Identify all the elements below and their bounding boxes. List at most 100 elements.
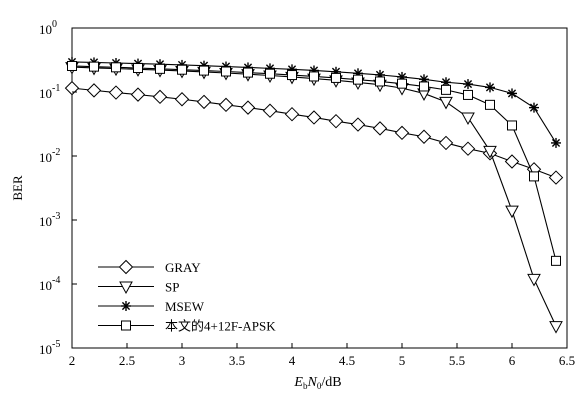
data-point-square [507, 120, 517, 131]
y-tick-label: 100 [39, 19, 57, 37]
data-point-diamond [130, 87, 146, 102]
legend-item: SP [98, 280, 179, 295]
data-point-diamond [328, 113, 344, 129]
data-point-diamond [108, 85, 124, 100]
data-point-asterisk [485, 82, 495, 93]
data-point-square [199, 65, 209, 76]
data-point-diamond [306, 110, 322, 125]
y-tick-exponent: -1 [52, 83, 60, 94]
data-point-square [265, 68, 275, 79]
legend-item: 本文的4+12F-APSK [98, 319, 276, 334]
data-point-diamond [504, 154, 520, 169]
data-point-asterisk [507, 88, 517, 99]
data-point-square [529, 171, 539, 182]
y-tick-base: 10 [39, 22, 52, 37]
data-point-diamond [218, 97, 234, 113]
y-tick-label: 10-2 [39, 147, 60, 165]
y-tick-base: 10 [39, 150, 52, 165]
y-tick-label: 10-1 [39, 83, 60, 101]
y-tick-base: 10 [39, 342, 52, 357]
legend-marker-square [121, 320, 131, 331]
y-tick-exponent: 0 [52, 19, 57, 30]
data-point-square [463, 89, 473, 100]
data-point-square [67, 60, 77, 71]
data-point-diamond [438, 135, 454, 151]
legend-marker-diamond [118, 259, 134, 275]
data-point-diamond [262, 103, 278, 118]
data-point-diamond [416, 129, 432, 144]
legend-item: GRAY [98, 259, 201, 275]
data-point-triangle-down [483, 145, 497, 159]
y-tick-label: 10-4 [39, 275, 60, 293]
data-point-square [551, 255, 561, 266]
x-label-sub1: b [303, 381, 308, 391]
y-tick-base: 10 [39, 214, 52, 229]
x-tick-label: 5.5 [449, 353, 465, 368]
data-point-square [243, 67, 253, 78]
data-point-square [331, 72, 341, 83]
plot-frame [71, 27, 568, 349]
data-point-diamond [350, 117, 366, 132]
y-tick-exponent: -2 [52, 147, 60, 158]
data-point-square [419, 81, 429, 92]
x-tick-label: 4.5 [339, 353, 355, 368]
data-point-square [375, 76, 385, 87]
x-tick-label: 6 [509, 353, 516, 368]
data-point-triangle-down [549, 321, 563, 334]
data-point-diamond [196, 94, 212, 110]
legend-marker-asterisk [121, 301, 131, 311]
y-tick-label: 10-5 [39, 339, 60, 357]
legend-label: SP [165, 280, 179, 295]
x-tick-label: 3 [179, 353, 186, 368]
data-point-triangle-down [527, 273, 541, 287]
data-point-asterisk [529, 102, 539, 113]
legend-label: MSEW [165, 299, 205, 314]
data-point-square [155, 63, 165, 74]
data-point-square [89, 61, 99, 72]
x-label-mid: N [306, 375, 317, 390]
data-point-diamond [460, 141, 476, 156]
data-point-square [287, 70, 297, 81]
legend: GRAY SP MSEW 本文的4+12F-APSK [92, 254, 320, 336]
x-label-unit: /dB [321, 375, 341, 390]
y-axis-label: BER [10, 175, 25, 201]
data-point-diamond [284, 106, 300, 122]
data-point-triangle-down [505, 205, 519, 219]
legend-label: 本文的4+12F-APSK [165, 319, 276, 334]
legend-marker-triangle-down [119, 281, 133, 295]
x-axis-label: EbN0/dB [293, 375, 341, 391]
x-label-sub2: 0 [317, 381, 322, 391]
series-square [67, 60, 561, 266]
y-tick-base: 10 [39, 278, 52, 293]
legend-item: MSEW [98, 299, 205, 314]
legend-label: GRAY [165, 260, 201, 275]
data-point-triangle-down [439, 96, 453, 110]
x-tick-label: 2 [69, 353, 76, 368]
data-point-square [177, 64, 187, 75]
data-point-asterisk [551, 137, 561, 148]
y-tick-label: 10-3 [39, 211, 60, 229]
x-tick-label: 5 [399, 353, 406, 368]
y-tick-exponent: -5 [52, 339, 60, 350]
x-tick-label: 4 [289, 353, 296, 368]
data-point-diamond [86, 83, 102, 98]
data-point-square [353, 74, 363, 85]
data-point-diamond [64, 80, 80, 96]
y-tick-exponent: -3 [52, 211, 60, 222]
x-tick-label: 3.5 [229, 353, 245, 368]
data-point-triangle-down [461, 112, 475, 126]
data-point-square [397, 78, 407, 89]
data-point-square [309, 71, 319, 82]
curves-layer [64, 56, 564, 334]
data-point-diamond [174, 92, 190, 107]
y-tick-exponent: -4 [52, 275, 60, 286]
x-ticks: 2 2.5 3 3.5 4 4.5 5 5.5 6 6.5 [69, 343, 575, 368]
data-point-diamond [372, 121, 388, 136]
data-point-diamond [394, 125, 410, 141]
data-point-square [441, 84, 451, 95]
data-point-square [221, 66, 231, 77]
x-tick-label: 2.5 [119, 353, 135, 368]
x-label-main: E [293, 375, 303, 390]
